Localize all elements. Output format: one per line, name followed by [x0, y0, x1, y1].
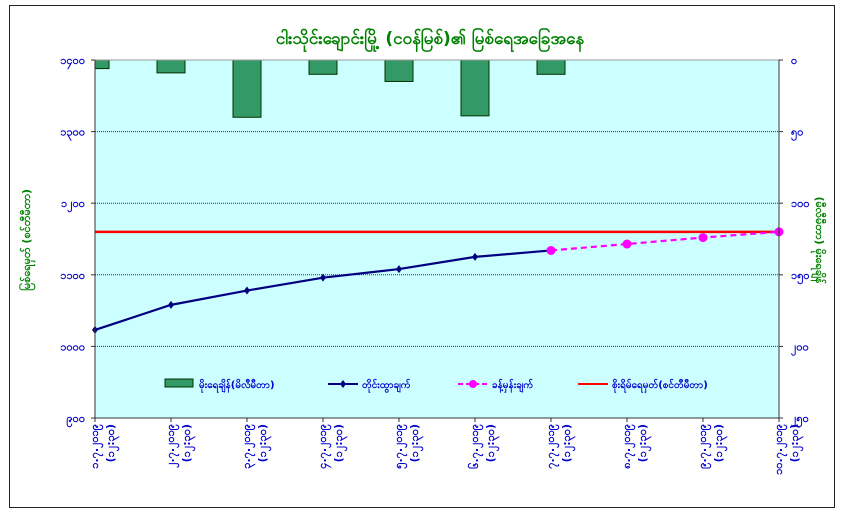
y-axis-label: မြစ်ရေမှတ် (စင်တီမီတာ): [18, 189, 36, 291]
y2-tick-label: ၁၀၀: [791, 197, 810, 210]
x-tick-label: ၇.၇.၂၀၁၉: [544, 424, 560, 469]
x-tick-time: (၁၂:၃၀): [560, 424, 576, 462]
forecast-line: [550, 230, 780, 252]
y2-axis-label: (မီလီမီတာ) မိုးရေချိန်: [810, 197, 827, 285]
x-tick-time: (၁၂:၃၀): [408, 424, 424, 462]
observed-point: [396, 265, 402, 274]
rainfall-bar: [156, 59, 186, 74]
rainfall-bar: [232, 59, 262, 118]
chart-title: ငါးသိုင်းချောင်းမြို့ (ငဝန်မြစ်)၏ မြစ်ရေ…: [276, 26, 585, 53]
x-tick-time: (၁၂:၃၀): [256, 424, 272, 462]
x-tick-label: ၅.၇.၂၀၁၉: [392, 424, 408, 469]
x-tick-time: (၁၂:၃၀): [712, 424, 728, 462]
y2-tick-label: ၁၅၀: [791, 269, 810, 285]
chart-frame: [9, 5, 835, 508]
legend-label: စိုးရိမ်ရေမှတ်(စင်တီမီတာ): [612, 378, 708, 394]
observed-point: [472, 252, 478, 261]
rainfall-bar: [94, 59, 110, 70]
y-tick-label: ၁၁၀၀: [60, 269, 85, 282]
y-tick-label: ၁၀၀၀: [60, 340, 85, 353]
y-tick-label: ၁၂၀၀: [61, 197, 85, 213]
x-tick-label: ၈.၇.၂၀၁၉: [620, 424, 636, 469]
x-tick-time: (၁၂:၃၀): [332, 424, 348, 462]
observed-point: [320, 273, 326, 282]
x-tick-label: ၄.၇.၂၀၁၉: [316, 424, 332, 469]
legend-label: တိုင်းထွာချက်: [362, 378, 411, 394]
rainfall-bar: [384, 59, 414, 82]
x-tick-time: (၁၂:၃၀): [484, 424, 500, 462]
y2-tick-label: ၀: [791, 54, 797, 67]
observed-point: [244, 286, 250, 295]
y2-tick-label: ၅၀: [791, 126, 803, 142]
forecast-point: [622, 239, 632, 249]
x-tick-time: (၁၂:၃၀): [636, 424, 652, 462]
rainfall-bar: [308, 59, 338, 75]
legend-label: ခန့်မှန်းချက်: [492, 378, 533, 394]
x-tick-time: (၁၂:၃၀): [104, 424, 120, 462]
y-tick-label: ၁၃၀၀: [60, 126, 85, 142]
observed-point: [168, 300, 174, 309]
legend-swatch-rainfall: [164, 378, 194, 388]
forecast-point: [698, 233, 708, 243]
rainfall-bar: [536, 59, 566, 75]
y2-tick-label: ၂၅၀: [791, 412, 809, 428]
rainfall-bar: [460, 59, 490, 117]
x-tick-label: ၁၀.၇.၂၀၁၉: [772, 424, 788, 475]
x-tick-label: ၉.၇.၂၀၁၉: [696, 424, 712, 469]
x-tick-label: ၁.၇.၂၀၁၉: [88, 424, 104, 469]
x-tick-time: (၁၂:၃၀): [788, 424, 804, 462]
forecast-point: [546, 245, 556, 255]
plot-area: [95, 60, 779, 418]
legend-label: မိုးရေချိန်(မိလီမီတာ): [199, 378, 275, 394]
legend-marker-forecast: [469, 380, 477, 388]
x-tick-label: ၆.၇.၂၀၁၉: [468, 424, 484, 469]
x-tick-time: (၁၂:၃၀): [180, 424, 196, 462]
legend-marker-observed: [340, 380, 346, 388]
x-tick-label: ၃.၇.၂၀၁၉: [240, 424, 256, 469]
y-tick-label: ၁၄၀၀: [60, 54, 85, 70]
y-tick-label: ၉၀၀: [66, 412, 85, 428]
y2-tick-label: ၂၀၀: [791, 340, 809, 356]
x-tick-label: ၂.၇.၂၀၁၉: [164, 424, 180, 468]
